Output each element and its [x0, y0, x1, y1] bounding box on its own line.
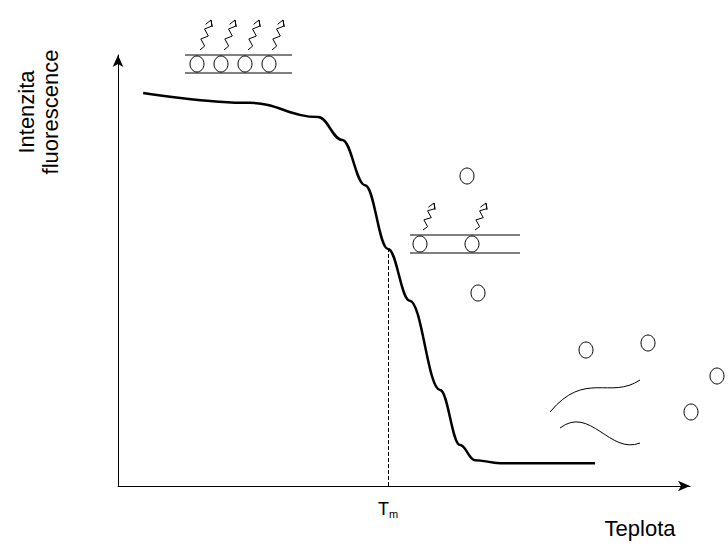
svg-text:m: m — [389, 508, 398, 520]
svg-text:Intenzita: Intenzita — [14, 70, 39, 154]
svg-text:fluorescence: fluorescence — [38, 50, 63, 175]
svg-text:T: T — [378, 499, 389, 519]
svg-text:Teplota: Teplota — [605, 516, 677, 541]
